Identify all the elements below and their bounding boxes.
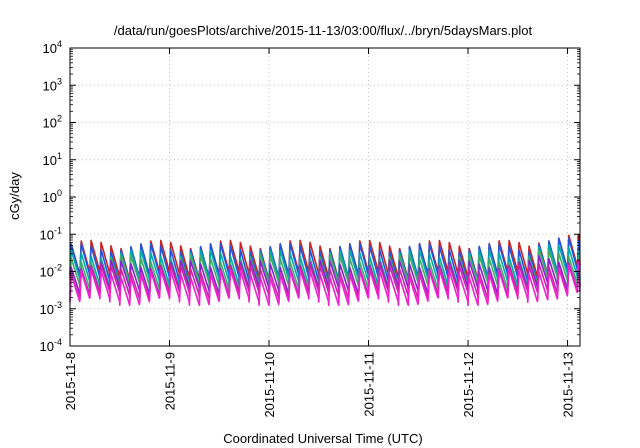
y-tick-base: 10	[43, 41, 57, 56]
y-tick-base: 10	[43, 190, 57, 205]
y-tick-label: 10-3	[40, 300, 62, 317]
y-tick-label: 10-1	[40, 225, 62, 242]
y-tick-label: 101	[43, 151, 62, 168]
y-tick-exponent: 1	[57, 151, 62, 161]
grid-lines	[70, 48, 580, 346]
y-tick-exponent: 3	[57, 76, 62, 86]
series-lines	[69, 234, 581, 307]
y-tick-base: 10	[40, 302, 54, 317]
y-tick-base: 10	[40, 339, 54, 354]
y-tick-base: 10	[40, 265, 54, 280]
y-tick-exponent: -3	[54, 300, 62, 310]
y-tick-exponent: -4	[54, 337, 62, 347]
x-tick-label: 2015-11-11	[362, 352, 377, 417]
y-tick-base: 10	[43, 153, 57, 168]
x-tick-label: 2015-11-12	[461, 352, 476, 418]
y-tick-base: 10	[43, 116, 57, 131]
y-axis-label: cGy/day	[7, 172, 22, 220]
x-axis-label: Coordinated Universal Time (UTC)	[223, 431, 422, 446]
y-tick-exponent: 2	[57, 114, 62, 124]
series-line-7	[69, 263, 581, 307]
y-tick-label: 100	[43, 188, 62, 205]
y-tick-label: 104	[43, 39, 62, 56]
y-tick-label: 10-4	[40, 337, 62, 354]
y-tick-base: 10	[43, 78, 57, 93]
y-tick-exponent: -2	[54, 263, 62, 273]
y-tick-base: 10	[40, 227, 54, 242]
y-tick-exponent: -1	[54, 225, 62, 235]
y-tick-label: 10-2	[40, 263, 62, 280]
chart-title: /data/run/goesPlots/archive/2015-11-13/0…	[114, 23, 533, 38]
x-axis: 2015-11-8 2015-11-9 2015-11-10 2015-11-11 20…	[63, 48, 576, 418]
y-tick-exponent: 4	[57, 39, 62, 49]
y-tick-exponent: 0	[57, 188, 62, 198]
x-tick-label: 2015-11-13	[561, 352, 576, 418]
x-tick-label: 2015-11-10	[262, 352, 277, 418]
x-tick-label: 2015-11-9	[163, 352, 178, 410]
y-tick-label: 102	[43, 114, 62, 131]
x-tick-label: 2015-11-8	[63, 352, 78, 410]
y-tick-label: 103	[43, 76, 62, 93]
